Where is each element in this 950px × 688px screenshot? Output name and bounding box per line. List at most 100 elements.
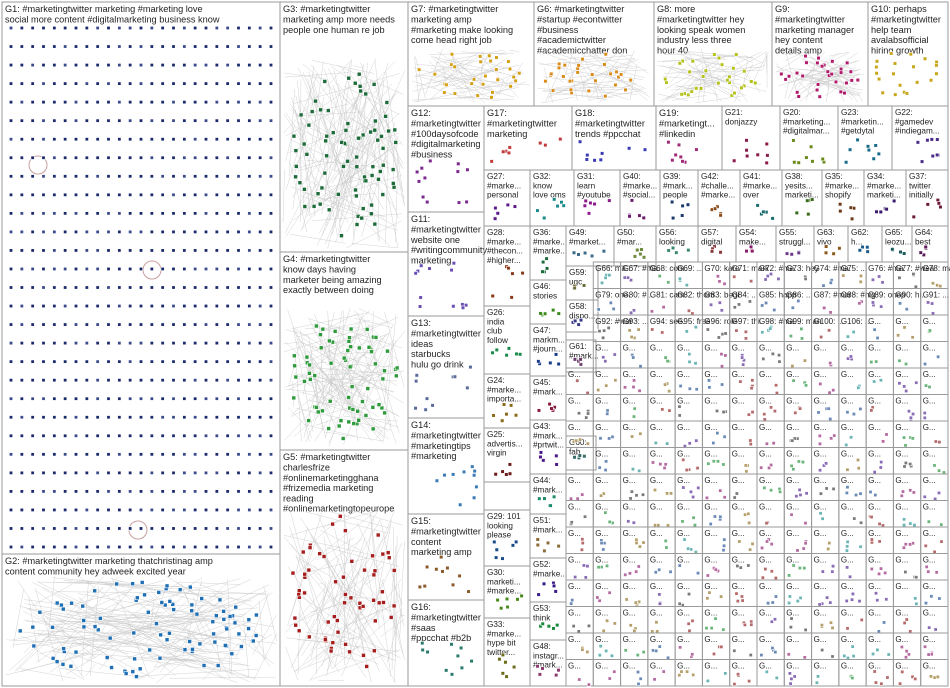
node-g1 (258, 118, 263, 123)
node-small (677, 276, 682, 281)
group-label: G2: #marketingtwitter marketing thatchri… (5, 556, 213, 576)
node-g1 (268, 229, 273, 234)
small-group-label: G... (704, 370, 717, 379)
node-small (794, 494, 799, 499)
node-g1 (9, 452, 14, 457)
node-g60 (582, 454, 587, 459)
node-g2 (187, 639, 192, 644)
small-group: G... (620, 659, 649, 687)
node-small (748, 653, 753, 658)
node-g8 (749, 79, 754, 84)
node-g1 (139, 137, 144, 142)
node-g6 (576, 63, 581, 68)
node-g30 (515, 597, 520, 602)
node-g6 (603, 94, 608, 99)
small-group-label: G... (868, 476, 881, 485)
small-group-label: G... (704, 662, 717, 671)
small-group: G... (865, 473, 894, 501)
node-g1 (225, 285, 230, 290)
node-g1 (149, 544, 154, 549)
small-group-label: G... (595, 582, 608, 591)
node-g1 (247, 211, 252, 216)
node-g1 (236, 192, 241, 197)
node-small (657, 592, 662, 597)
small-group-label: G... (759, 450, 772, 459)
node-small (630, 434, 635, 439)
node-small (735, 563, 740, 568)
node-small (641, 650, 646, 655)
edge (302, 63, 373, 123)
node-small (657, 274, 662, 279)
edge (687, 64, 732, 86)
node-g5 (296, 628, 302, 634)
node-g1 (268, 433, 273, 438)
node-g13 (430, 403, 435, 408)
edge (376, 426, 389, 440)
edge (343, 85, 400, 115)
group-g21: G21: donjazzy (721, 105, 781, 171)
edge (385, 112, 390, 245)
group-g12: G12: #marketingtwitter #100daysofcode #digi… (407, 105, 485, 213)
node-g45 (549, 406, 554, 411)
group-border (920, 659, 949, 687)
node-small (859, 520, 864, 525)
edge (581, 81, 585, 98)
small-group-label: G... (923, 529, 936, 538)
node-g26 (494, 347, 499, 353)
node-g2 (246, 626, 251, 631)
node-g17 (538, 140, 543, 146)
node-g8 (753, 80, 758, 86)
node-g8 (687, 69, 692, 74)
edge (105, 577, 203, 641)
node-g5 (380, 551, 386, 557)
node-small (939, 522, 944, 527)
node-g5 (342, 600, 347, 606)
group-g57: G57: digital (697, 225, 737, 263)
node-g1 (30, 44, 35, 49)
node-g1 (171, 100, 176, 105)
node-small (769, 542, 774, 547)
node-g49 (582, 250, 588, 256)
node-g1 (193, 63, 198, 68)
node-g1 (84, 489, 89, 494)
edge (312, 85, 322, 141)
node-g1 (247, 100, 252, 105)
group-label: G14: #marketingtwitter #marketingtips #mark… (411, 420, 481, 461)
node-g1 (214, 396, 219, 401)
node-g2 (194, 611, 200, 617)
node-small (747, 520, 752, 525)
node-g1 (204, 100, 209, 105)
node-small (661, 669, 666, 674)
edge (811, 79, 838, 85)
edge (141, 658, 195, 662)
node-g3 (319, 185, 325, 191)
node-g1 (204, 489, 209, 494)
node-g32 (535, 208, 540, 213)
node-small (778, 489, 783, 494)
node-g1 (63, 507, 68, 512)
edge (337, 326, 364, 376)
edge (340, 363, 393, 393)
node-g1 (128, 470, 133, 475)
node-g1 (160, 359, 165, 364)
node-g1 (63, 433, 68, 438)
node-small (748, 442, 753, 447)
edge (284, 72, 349, 78)
node-g2 (98, 616, 103, 621)
node-g1 (247, 137, 252, 142)
node-small (851, 412, 856, 417)
edge (293, 513, 373, 576)
node-small (599, 541, 604, 546)
node-small (736, 672, 741, 677)
node-g7 (471, 77, 477, 82)
small-group-label: G... (895, 635, 908, 644)
edge (346, 330, 406, 404)
small-group-label: G... (704, 450, 717, 459)
node-g3 (391, 181, 396, 186)
node-small (858, 406, 863, 411)
node-g7 (508, 84, 513, 89)
edge (775, 66, 805, 79)
node-g2 (68, 664, 74, 669)
small-group-label: G... (623, 476, 636, 485)
node-small (623, 385, 628, 390)
